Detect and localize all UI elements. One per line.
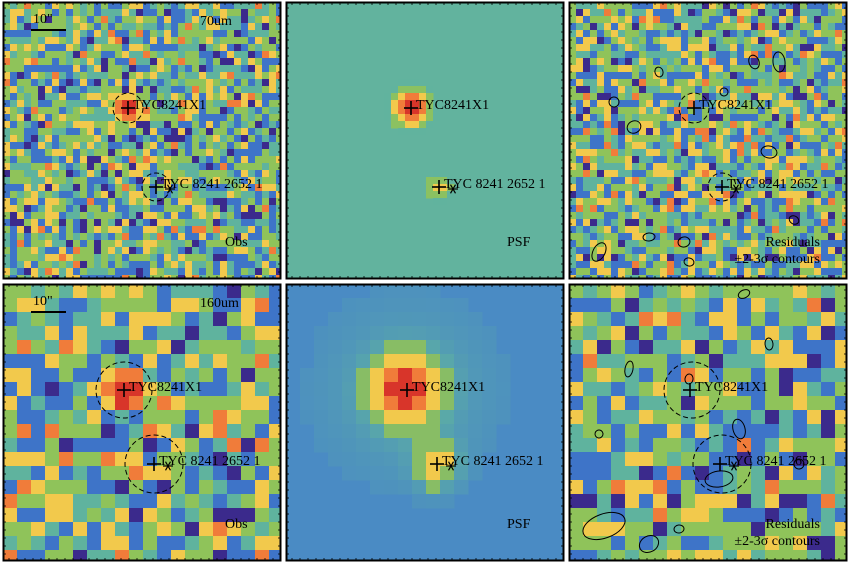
contour	[626, 120, 642, 134]
contour	[683, 257, 695, 267]
source-label: TYC 8241 2652 1	[727, 177, 829, 192]
panel-residual-70um: TYC8241X1 TYC 8241 2652 1 Residuals ±2-3σ c…	[568, 1, 848, 280]
panel-label: PSF	[507, 517, 531, 532]
source-label: TYC8241X1	[412, 380, 485, 395]
source-marker	[713, 457, 739, 471]
aperture-circle	[678, 92, 710, 124]
source-marker	[121, 101, 135, 115]
source-marker	[117, 383, 131, 397]
source-label: TYC 8241 2652 1	[725, 454, 827, 469]
source-marker	[432, 180, 458, 194]
contour	[591, 242, 607, 262]
source-label: TYC 8241 2652 1	[444, 177, 546, 192]
contour	[793, 458, 805, 470]
source-label: TYC 8241 2652 1	[442, 454, 544, 469]
source-marker	[404, 101, 418, 115]
contour	[772, 51, 786, 73]
source-label: TYC 8241 2652 1	[161, 177, 263, 192]
contour	[673, 524, 685, 534]
contour	[732, 418, 746, 440]
source-label: TYC8241X1	[416, 98, 489, 113]
source-marker	[149, 180, 175, 194]
panel-frame	[2, 283, 282, 562]
contour	[638, 534, 660, 554]
contour	[594, 429, 604, 439]
aperture-circle	[124, 434, 184, 494]
band-label: 70um	[200, 14, 232, 29]
image-pixels	[3, 2, 281, 279]
source-label: TYC8241X1	[133, 98, 206, 113]
source-marker	[147, 457, 173, 471]
source-label: TYC8241X1	[129, 380, 202, 395]
source-label: TYC 8241 2652 1	[159, 454, 261, 469]
contour	[737, 289, 751, 299]
contour	[582, 511, 626, 541]
contour	[764, 337, 774, 351]
panel-label-contours: ±2-3σ contours	[734, 252, 820, 267]
image-pixels	[3, 284, 281, 561]
aperture-circle	[141, 172, 171, 202]
panel-obs-160um: TYC8241X1 TYC 8241 2652 1 10" 160um Obs	[2, 283, 282, 562]
image-pixels	[569, 2, 847, 279]
contour	[684, 373, 694, 385]
scale-bar-label: 10"	[33, 294, 53, 309]
panel-frame	[2, 1, 282, 280]
panel-frame	[568, 1, 848, 280]
panel-label: PSF	[507, 235, 531, 250]
aperture-circle	[112, 92, 144, 124]
panel-psf-160um: TYC8241X1 TYC 8241 2652 1 PSF	[285, 283, 565, 562]
image-pixels	[286, 284, 564, 561]
panel-frame	[568, 283, 848, 562]
panel-obs-70um: TYC8241X1 TYC 8241 2652 1 10" 70um Obs	[2, 1, 282, 280]
contour	[748, 54, 760, 70]
aperture-circle	[663, 361, 721, 419]
contour	[624, 360, 634, 378]
scale-bar-label: 10"	[33, 12, 53, 27]
panel-psf-70um: TYC8241X1 TYC 8241 2652 1 PSF	[285, 1, 565, 280]
contour	[608, 96, 620, 108]
panel-label-contours: ±2-3σ contours	[734, 534, 820, 549]
panel-label: Residuals	[766, 517, 820, 532]
panel-frame	[285, 1, 565, 280]
contour	[760, 145, 778, 159]
source-marker	[683, 383, 697, 397]
aperture-circle	[707, 172, 737, 202]
contour	[654, 66, 664, 78]
contour	[788, 215, 800, 225]
panel-residual-160um: TYC8241X1 TYC 8241 2652 1 Residuals ±2-3σ c…	[568, 283, 848, 562]
contour	[642, 232, 656, 242]
panel-label: Obs	[225, 235, 248, 250]
source-label: TYC8241X1	[695, 380, 768, 395]
image-pixels	[569, 284, 847, 561]
aperture-circle	[692, 434, 752, 494]
source-marker	[715, 180, 741, 194]
image-pixels	[286, 2, 564, 279]
panel-label: Residuals	[766, 235, 820, 250]
source-label: TYC8241X1	[699, 98, 772, 113]
band-label: 160um	[200, 296, 239, 311]
contour	[677, 236, 691, 248]
source-marker	[687, 101, 701, 115]
panel-label: Obs	[225, 517, 248, 532]
contour	[719, 87, 729, 97]
panel-frame	[285, 283, 565, 562]
aperture-circle	[95, 361, 153, 419]
contour	[704, 470, 734, 488]
source-marker	[430, 457, 456, 471]
source-marker	[400, 383, 414, 397]
